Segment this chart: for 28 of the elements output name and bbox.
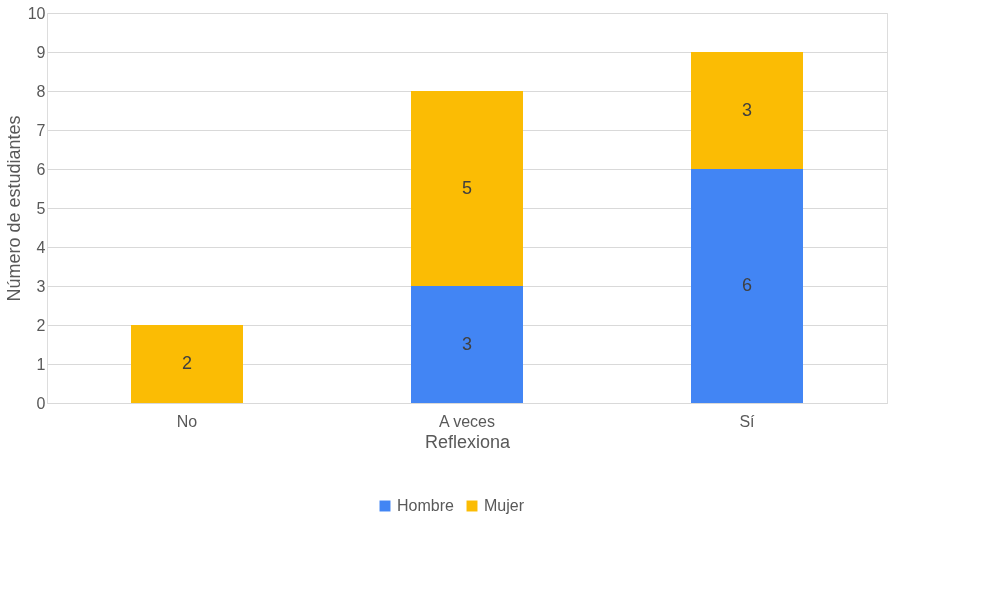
y-tick-label: 2 xyxy=(36,316,46,334)
y-tick-label: 1 xyxy=(36,355,46,373)
bar xyxy=(411,286,523,403)
legend-label: Mujer xyxy=(484,497,525,514)
y-tick-label: 6 xyxy=(36,160,46,178)
y-tick-label: 7 xyxy=(36,121,46,139)
legend-label: Hombre xyxy=(397,497,455,514)
bar xyxy=(691,169,803,403)
y-tick-label: 8 xyxy=(36,82,46,100)
y-tick-label: 0 xyxy=(36,394,46,412)
data-label: 3 xyxy=(461,333,473,354)
bar xyxy=(411,91,523,286)
x-tick-label: A veces xyxy=(438,412,496,430)
data-label: 2 xyxy=(181,353,193,373)
y-tick-label: 3 xyxy=(36,277,46,295)
x-axis-title: Reflexiona xyxy=(424,431,512,452)
bar xyxy=(131,325,243,403)
y-tick-label: 5 xyxy=(36,199,46,217)
x-tick-label: Sí xyxy=(739,412,756,430)
data-label: 5 xyxy=(461,177,473,198)
y-tick-label: 9 xyxy=(36,43,46,61)
data-label: 6 xyxy=(741,275,753,295)
y-tick-label: 4 xyxy=(36,238,46,256)
y-tick-label: 10 xyxy=(27,4,46,22)
y-axis-title: Número de estudiantes xyxy=(3,115,24,302)
bar xyxy=(691,52,803,169)
x-tick-label: No xyxy=(176,412,198,430)
data-label: 3 xyxy=(741,99,753,120)
